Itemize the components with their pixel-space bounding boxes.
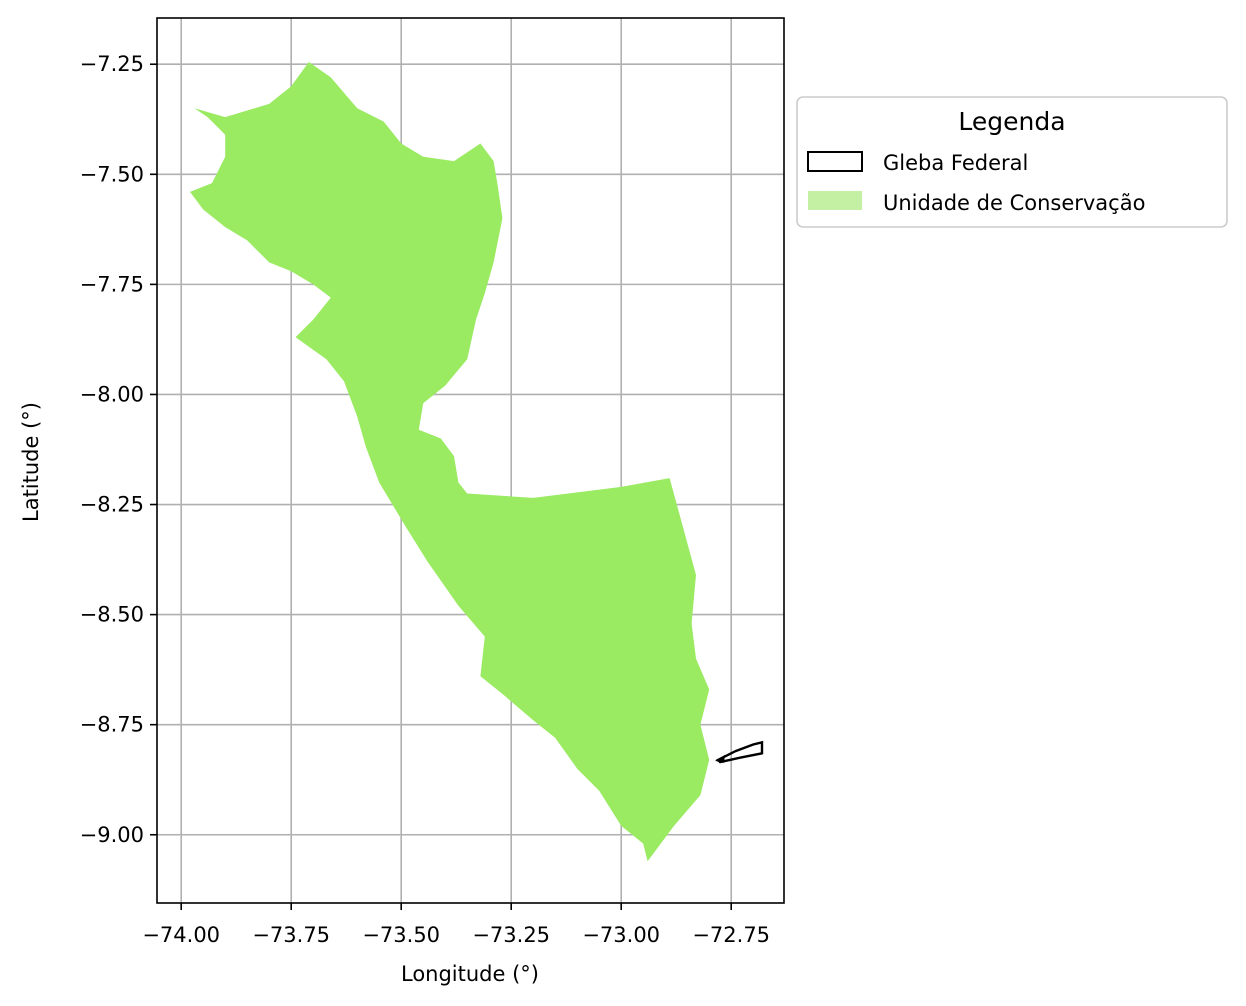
x-axis-label: Longitude (°) bbox=[401, 962, 539, 986]
y-tick-label: −7.50 bbox=[80, 162, 144, 186]
y-tick-label: −8.75 bbox=[80, 713, 144, 737]
y-tick-label: −7.75 bbox=[80, 272, 144, 296]
x-tick-label: −73.25 bbox=[472, 923, 550, 947]
x-tick-label: −72.75 bbox=[692, 923, 770, 947]
x-tick-label: −73.00 bbox=[582, 923, 660, 947]
legend-label-gleba-federal: Gleba Federal bbox=[883, 151, 1028, 175]
legend-swatch-unidade-de-conservacao bbox=[808, 191, 862, 210]
y-tick-label: −8.25 bbox=[80, 493, 144, 517]
y-tick-label: −8.50 bbox=[80, 603, 144, 627]
x-tick-label: −74.00 bbox=[142, 923, 220, 947]
y-tick-label: −8.00 bbox=[80, 382, 144, 406]
x-tick-label: −73.75 bbox=[252, 923, 330, 947]
y-tick-label: −9.00 bbox=[80, 823, 144, 847]
legend: Legenda Gleba Federal Unidade de Conserv… bbox=[797, 97, 1227, 227]
y-axis-label: Latitude (°) bbox=[19, 402, 43, 522]
legend-label-unidade-de-conservacao: Unidade de Conservação bbox=[883, 191, 1145, 215]
x-tick-label: −73.50 bbox=[362, 923, 440, 947]
legend-title: Legenda bbox=[958, 107, 1065, 136]
y-tick-label: −7.25 bbox=[80, 52, 144, 76]
